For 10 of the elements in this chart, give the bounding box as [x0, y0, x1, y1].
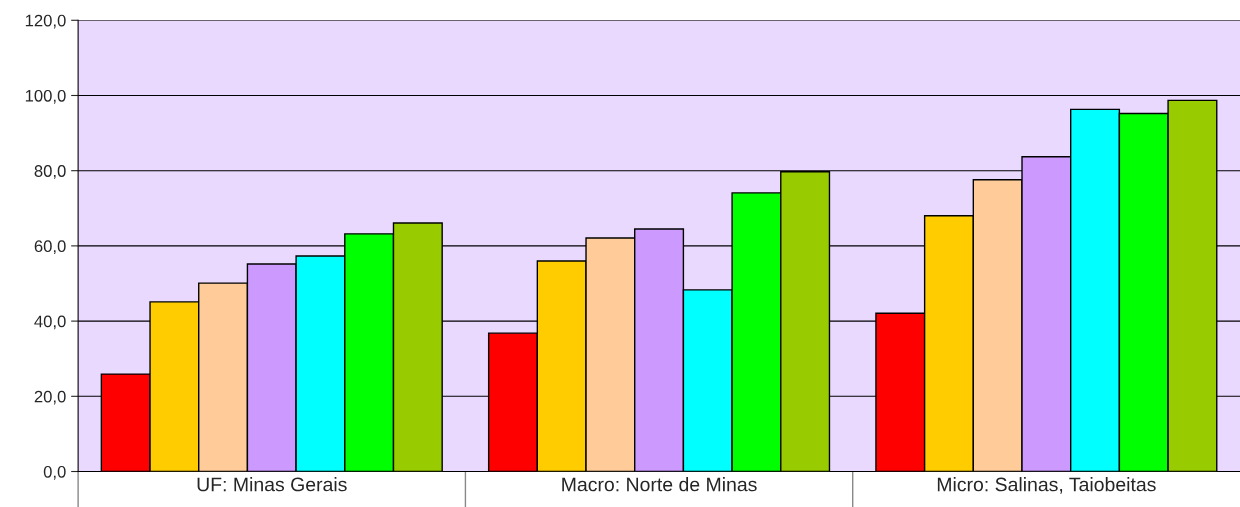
- y-tick-label: 60,0: [34, 240, 66, 255]
- y-tick-label: 20,0: [34, 390, 66, 405]
- y-tick-label: 0,0: [43, 465, 66, 480]
- x-tick-label: Macro: Norte de Minas: [562, 477, 757, 492]
- y-tick-label: 120,0: [25, 14, 66, 29]
- y-tick-label: 40,0: [34, 315, 66, 330]
- x-tick-label: Micro: Salinas, Taiobeitas: [937, 477, 1156, 494]
- x-tick-label: UF: Minas Gerais: [197, 477, 347, 492]
- y-tick-label: 100,0: [25, 89, 66, 104]
- y-tick-label: 80,0: [34, 165, 66, 179]
